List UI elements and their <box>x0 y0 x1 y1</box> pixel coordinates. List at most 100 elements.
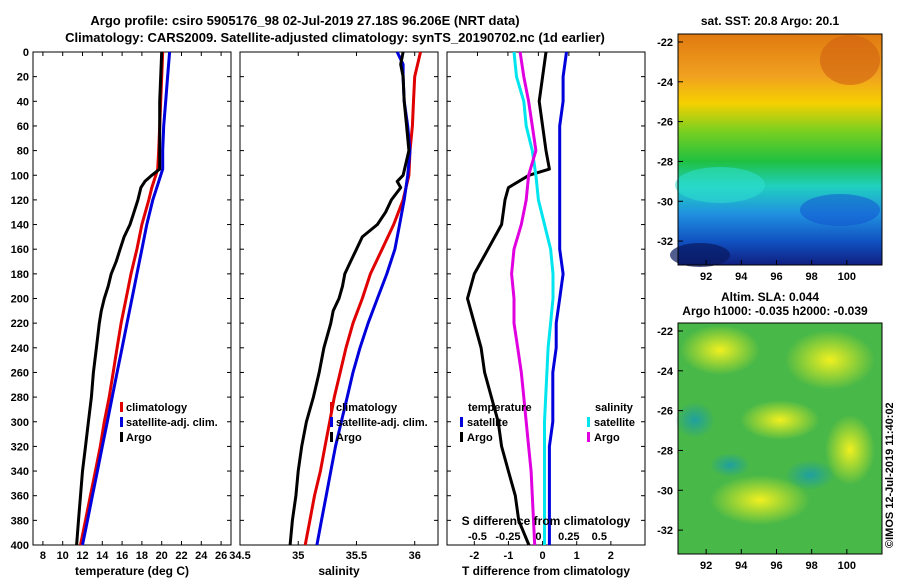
x-tick-label: 12 <box>76 550 88 562</box>
depth-tick-label: 100 <box>11 170 29 182</box>
sst-map-frame <box>677 33 883 266</box>
s-tick-label: -0.5 <box>468 531 487 543</box>
depth-tick-label: 340 <box>11 466 29 478</box>
depth-tick-label: 320 <box>11 441 29 453</box>
lat-tick-label: -28 <box>657 445 673 457</box>
temperature-line-argo <box>75 51 164 546</box>
x-tick-label: 18 <box>136 550 148 562</box>
sla-yellow-blob <box>825 415 875 485</box>
s-tick-label: -0.25 <box>495 531 520 543</box>
lon-tick-label: 100 <box>838 271 856 283</box>
depth-tick-label: 400 <box>11 540 29 552</box>
difference-xlabel-top: S difference from climatology <box>462 514 631 528</box>
difference-line-sal_argo <box>510 51 538 546</box>
x-tick-label: 1 <box>574 550 580 562</box>
depth-tick-label: 80 <box>17 146 29 158</box>
lat-tick-label: -32 <box>657 236 673 248</box>
depth-tick-label: 0 <box>23 47 29 59</box>
sla-title-1: Altim. SLA: 0.044 <box>721 290 819 304</box>
depth-tick-label: 20 <box>17 72 29 84</box>
difference-line-satellite <box>547 51 568 545</box>
x-tick-label: 2 <box>608 550 614 562</box>
lon-tick-label: 92 <box>700 560 712 572</box>
sst-map-title: sat. SST: 20.8 Argo: 20.1 <box>701 14 840 28</box>
lat-tick-label: -26 <box>657 406 673 418</box>
legend-label-s-argo: Argo <box>594 432 620 444</box>
x-tick-label: 36 <box>409 550 421 562</box>
depth-tick-label: 360 <box>11 491 29 503</box>
difference-legend: temperature satellite Argo salinity sate… <box>460 402 635 444</box>
s-tick-label: 0 <box>535 531 541 543</box>
sst-dark-patch <box>670 243 730 267</box>
depth-tick-label: 140 <box>11 220 29 232</box>
lat-tick-label: -32 <box>657 525 673 537</box>
header-line1: Argo profile: csiro 5905176_98 02-Jul-20… <box>90 13 519 28</box>
lon-tick-label: 94 <box>735 271 748 283</box>
sst-blue-patch <box>800 194 880 226</box>
salinity-line-argo <box>288 51 411 546</box>
temperature-line-climatology <box>79 51 165 546</box>
legend-label-argo: Argo <box>336 432 362 444</box>
lat-tick-label: -30 <box>657 196 673 208</box>
x-tick-label: 34.5 <box>229 550 250 562</box>
lon-tick-label: 94 <box>735 560 748 572</box>
x-tick-label: 35.5 <box>346 550 367 562</box>
sla-map-frame <box>677 322 883 555</box>
x-tick-label: -1 <box>504 550 514 562</box>
sst-map <box>670 33 883 267</box>
difference-xlabel: T difference from climatology <box>462 564 630 578</box>
x-tick-label: 10 <box>57 550 69 562</box>
s-tick-label: 0.25 <box>558 531 579 543</box>
sla-teal-blob <box>675 402 715 438</box>
depth-axis: 0 20 40 60 80 100 120 140 160 180 200 220 240 260 280 3… <box>11 47 645 552</box>
temperature-xlabel: temperature (deg C) <box>75 564 189 578</box>
sst-warm-patch <box>820 35 880 85</box>
sla-teal-blob <box>710 453 750 477</box>
sla-map <box>675 322 883 555</box>
depth-tick-label: 240 <box>11 343 29 355</box>
depth-tick-label: 120 <box>11 195 29 207</box>
depth-tick-label: 160 <box>11 244 29 256</box>
x-tick-label: 22 <box>175 550 187 562</box>
legend-swatch-s-argo <box>587 432 590 442</box>
x-tick-label: -2 <box>469 550 479 562</box>
x-tick-label: 16 <box>116 550 128 562</box>
depth-tick-label: 180 <box>11 269 29 281</box>
depth-tick-label: 40 <box>17 96 29 108</box>
x-tick-label: 0 <box>540 550 546 562</box>
sst-cyan-patch <box>675 167 765 203</box>
lat-tick-label: -22 <box>657 37 673 49</box>
legend-label-s-satellite: satellite <box>594 417 635 429</box>
x-tick-label: 26 <box>215 550 227 562</box>
legend-label-t-argo: Argo <box>467 432 493 444</box>
x-tick-label: 20 <box>156 550 168 562</box>
header-line2: Climatology: CARS2009. Satellite-adjuste… <box>65 30 605 45</box>
lat-tick-label: -24 <box>657 366 674 378</box>
x-tick-label: 14 <box>96 550 109 562</box>
depth-tick-label: 300 <box>11 417 29 429</box>
lat-tick-label: -22 <box>657 326 673 338</box>
legend-label-satellite: satellite-adj. clim. <box>336 417 428 429</box>
legend-title-salinity: salinity <box>595 402 634 414</box>
difference-line-argo <box>466 51 551 546</box>
sla-title-2: Argo h1000: -0.035 h2000: -0.039 <box>682 304 868 318</box>
legend-label-climatology: climatology <box>336 402 398 414</box>
legend-title-temperature: temperature <box>468 402 532 414</box>
temperature-legend: climatology satellite-adj. clim. Argo <box>120 402 218 444</box>
depth-tick-label: 380 <box>11 515 29 527</box>
difference-line-sal_satellite <box>512 51 555 545</box>
credit-text: ©IMOS 12-Jul-2019 11:40:02 <box>884 402 896 548</box>
lat-tick-label: -26 <box>657 117 673 129</box>
salinity-legend: climatology satellite-adj. clim. Argo <box>330 402 428 444</box>
depth-tick-label: 60 <box>17 121 29 133</box>
temperature-line-satellite <box>81 51 172 546</box>
profile-curves <box>75 51 568 546</box>
depth-tick-label: 200 <box>11 294 29 306</box>
x-tick-label: 24 <box>195 550 208 562</box>
x-tick-label: 35 <box>292 550 304 562</box>
lat-tick-label: -30 <box>657 485 673 497</box>
legend-swatch-climatology <box>330 402 333 412</box>
legend-label-climatology: climatology <box>126 402 188 414</box>
